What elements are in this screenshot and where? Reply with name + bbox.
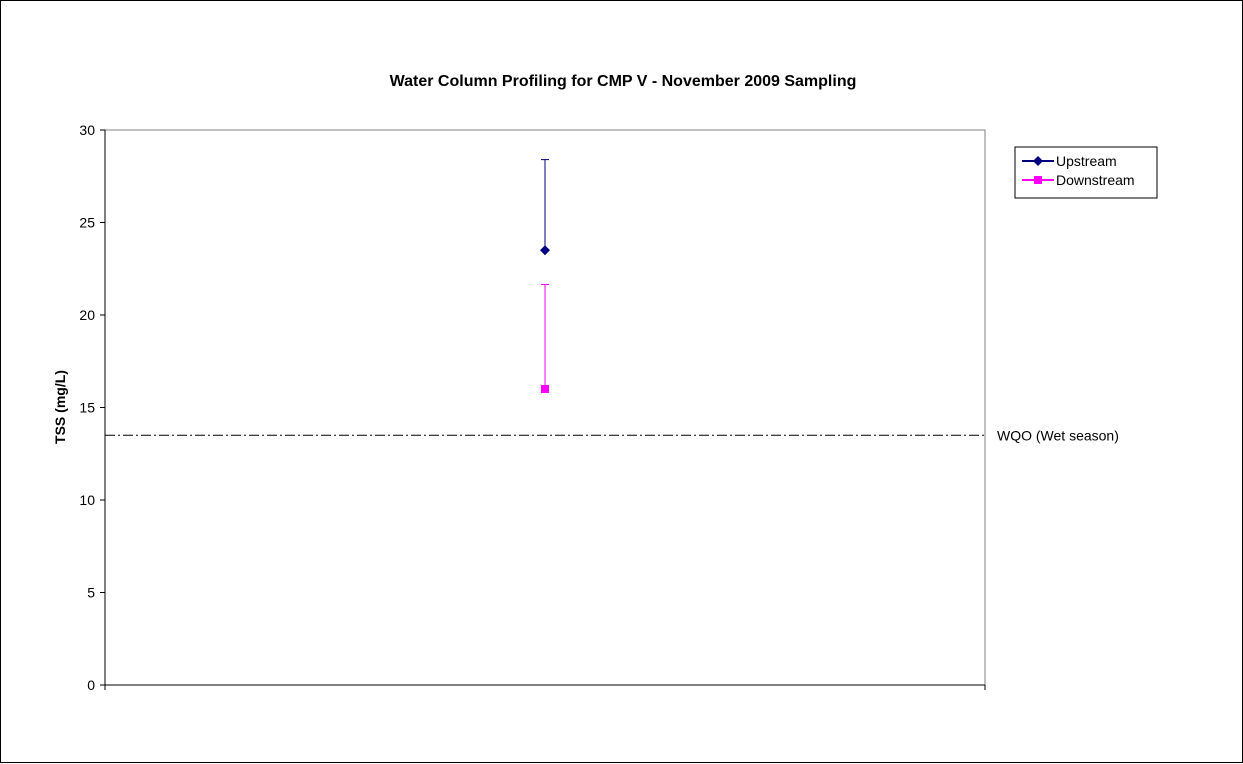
legend-marker: [1034, 176, 1042, 184]
wqo-reference-label: WQO (Wet season): [997, 427, 1119, 443]
y-tick-label: 25: [79, 215, 95, 231]
y-axis-label: TSS (mg/L): [52, 370, 68, 444]
y-tick-label: 20: [79, 307, 95, 323]
x-axis: [104, 684, 986, 690]
y-tick-label: 15: [79, 400, 95, 416]
y-tick-label: 10: [79, 492, 95, 508]
data-point: [540, 245, 550, 256]
legend-label: Downstream: [1056, 172, 1135, 188]
series-group: [540, 159, 550, 393]
legend: Upstream Downstream: [1014, 146, 1158, 199]
series-upstream: [540, 159, 550, 256]
legend-marker: [1033, 156, 1043, 166]
series-downstream: [541, 283, 549, 393]
y-tick-label: 30: [79, 122, 95, 138]
chart-title: Water Column Profiling for CMP V - Novem…: [390, 73, 857, 90]
reference-line-group: WQO (Wet season): [105, 427, 1119, 443]
legend-label: Upstream: [1056, 153, 1117, 169]
y-axis: 0 5 10 15 20 25 30: [79, 122, 106, 693]
legend-item: Downstream: [1022, 172, 1135, 188]
legend-box: [1014, 146, 1158, 199]
y-tick-label: 5: [87, 585, 95, 601]
legend-item: Upstream: [1022, 153, 1117, 169]
data-point: [541, 385, 549, 393]
y-tick-label: 0: [87, 677, 95, 693]
